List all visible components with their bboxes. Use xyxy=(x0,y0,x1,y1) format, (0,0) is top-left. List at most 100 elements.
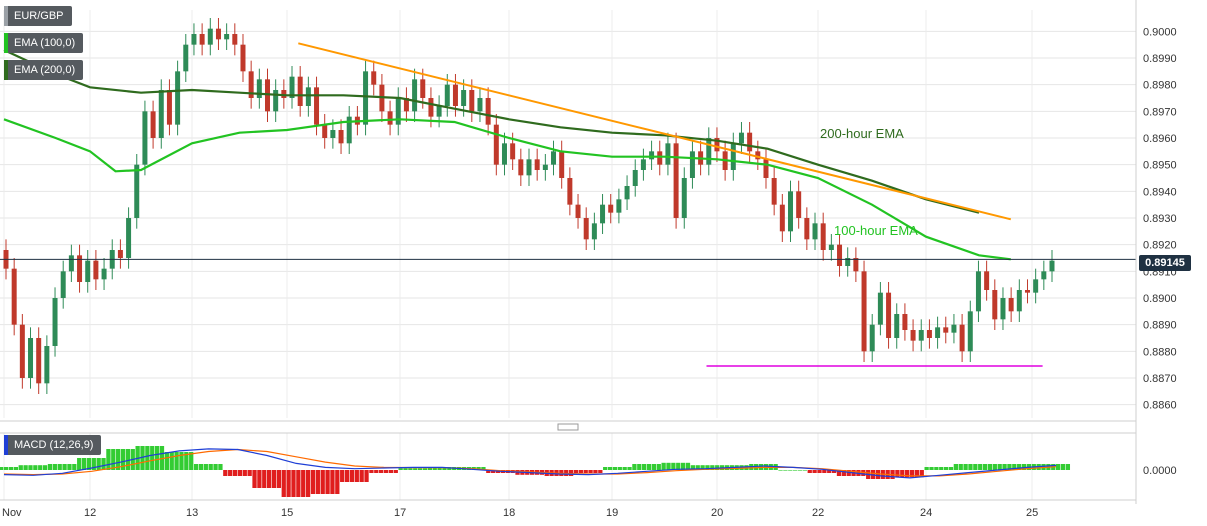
price-tick-label: 0.8890 xyxy=(1143,320,1177,332)
macd-histogram-bar xyxy=(38,465,43,470)
date-tick-label: 20 xyxy=(711,507,723,519)
macd-histogram-bar xyxy=(145,446,150,470)
price-tick-label: 0.8940 xyxy=(1143,186,1177,198)
price-tick-label: 0.8930 xyxy=(1143,213,1177,225)
candle-body xyxy=(681,178,687,218)
macd-histogram-bar xyxy=(208,464,213,470)
macd-histogram-bar xyxy=(797,470,803,471)
macd-histogram-bar xyxy=(948,467,954,470)
macd-histogram-bar xyxy=(62,464,67,470)
candle-body xyxy=(771,178,777,205)
macd-tick-label: 0.0000 xyxy=(1143,465,1177,477)
candle-body xyxy=(902,314,908,330)
candle-body xyxy=(984,271,990,290)
candle-body xyxy=(142,111,148,165)
macd-histogram-bar xyxy=(1012,464,1017,470)
macd-histogram-bar xyxy=(666,462,671,470)
macd-histogram-bar xyxy=(262,470,267,488)
macd-histogram-bar xyxy=(900,470,905,478)
ema100-legend[interactable]: EMA (100,0) xyxy=(4,33,84,53)
macd-histogram-bar xyxy=(228,470,233,476)
macd-histogram-bar xyxy=(997,464,1002,470)
macd-histogram-bar xyxy=(101,458,106,470)
macd-histogram-bar xyxy=(968,464,973,470)
macd-histogram-bar xyxy=(632,464,637,470)
candle-body xyxy=(412,79,418,112)
candle-body xyxy=(730,143,736,170)
candle-body xyxy=(542,164,548,170)
candle-body xyxy=(992,290,998,320)
ema200-line xyxy=(3,49,980,214)
candle-body xyxy=(150,111,156,138)
candle-body xyxy=(738,132,744,144)
macd-histogram-bar xyxy=(120,449,126,470)
macd-histogram-bar xyxy=(77,458,82,470)
macd-histogram-bar xyxy=(939,467,944,470)
macd-histogram-bar xyxy=(836,470,842,476)
candle-body xyxy=(1016,290,1022,312)
candle-body xyxy=(918,330,924,341)
candle-body xyxy=(534,159,540,170)
macd-histogram-bar xyxy=(335,470,340,494)
candle-body xyxy=(1033,279,1039,293)
candle-body xyxy=(60,271,66,298)
candle-body xyxy=(420,79,426,98)
macd-histogram-bar xyxy=(374,470,379,473)
macd-histogram-bar xyxy=(1056,464,1061,470)
macd-histogram-bar xyxy=(929,467,934,470)
macd-histogram-bar xyxy=(330,470,335,494)
macd-histogram-bar xyxy=(237,470,243,476)
candle-body xyxy=(338,130,344,144)
macd-histogram-bar xyxy=(934,467,939,470)
candle-body xyxy=(657,151,663,165)
candle-body xyxy=(297,76,303,106)
date-tick-label: 19 xyxy=(606,507,618,519)
macd-histogram-bar xyxy=(603,467,608,470)
macd-histogram-bar xyxy=(218,464,223,470)
macd-histogram-bar xyxy=(1060,464,1066,470)
macd-histogram-bar xyxy=(481,467,486,470)
macd-histogram-bar xyxy=(807,470,812,473)
candle-body xyxy=(158,90,164,138)
macd-histogram-bar xyxy=(305,470,311,497)
macd-histogram-bar xyxy=(296,470,301,497)
macd-histogram-bar xyxy=(52,464,57,470)
candle-body xyxy=(1008,298,1014,312)
macd-legend[interactable]: MACD (12,26,9) xyxy=(4,435,102,455)
macd-histogram-bar xyxy=(106,449,111,470)
candle-body xyxy=(256,79,262,98)
macd-histogram-bar xyxy=(588,470,593,473)
candle-body xyxy=(959,324,965,352)
candle-body xyxy=(975,271,981,312)
macd-histogram-bar xyxy=(788,470,793,471)
candle-body xyxy=(36,338,42,384)
date-tick-label: 13 xyxy=(186,507,198,519)
macd-histogram-bar xyxy=(700,465,705,470)
macd-histogram-bar xyxy=(169,452,174,470)
price-tick-label: 0.9000 xyxy=(1143,26,1177,38)
candle-body xyxy=(853,258,859,272)
candle-body xyxy=(828,244,834,250)
macd-histogram-bar xyxy=(909,470,915,478)
candle-body xyxy=(469,90,475,112)
macd-histogram-bar xyxy=(637,464,642,470)
candle-body xyxy=(583,218,589,240)
macd-histogram-bar xyxy=(213,464,218,470)
candle-body xyxy=(951,324,957,333)
indicator-lines xyxy=(0,42,1136,367)
macd-histogram-bar xyxy=(831,470,837,473)
candle-body xyxy=(649,151,655,160)
candle-body xyxy=(779,204,785,232)
candle-body xyxy=(567,178,573,205)
candle-body xyxy=(166,90,172,125)
ema200-legend[interactable]: EMA (200,0) xyxy=(4,60,84,80)
macd-histogram-bar xyxy=(198,464,204,470)
symbol-label[interactable]: EUR/GBP xyxy=(4,6,72,26)
macd-histogram-bar xyxy=(680,462,686,470)
candle-body xyxy=(501,143,507,165)
macd-histogram-bar xyxy=(276,470,282,488)
ema200-annotation: 200-hour EMA xyxy=(820,126,904,141)
macd-histogram-bar xyxy=(252,470,257,488)
